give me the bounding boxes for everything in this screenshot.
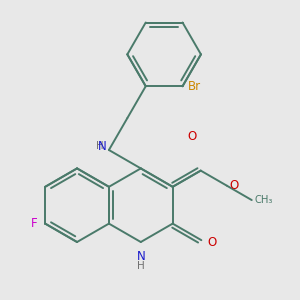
Text: O: O bbox=[188, 130, 197, 142]
Text: H: H bbox=[137, 261, 145, 271]
Text: Br: Br bbox=[188, 80, 201, 93]
Text: O: O bbox=[230, 179, 239, 192]
Text: CH₃: CH₃ bbox=[255, 195, 273, 205]
Text: F: F bbox=[31, 217, 38, 230]
Text: N: N bbox=[136, 250, 145, 263]
Text: O: O bbox=[207, 236, 216, 248]
Text: H: H bbox=[96, 141, 103, 151]
Text: N: N bbox=[98, 140, 107, 153]
